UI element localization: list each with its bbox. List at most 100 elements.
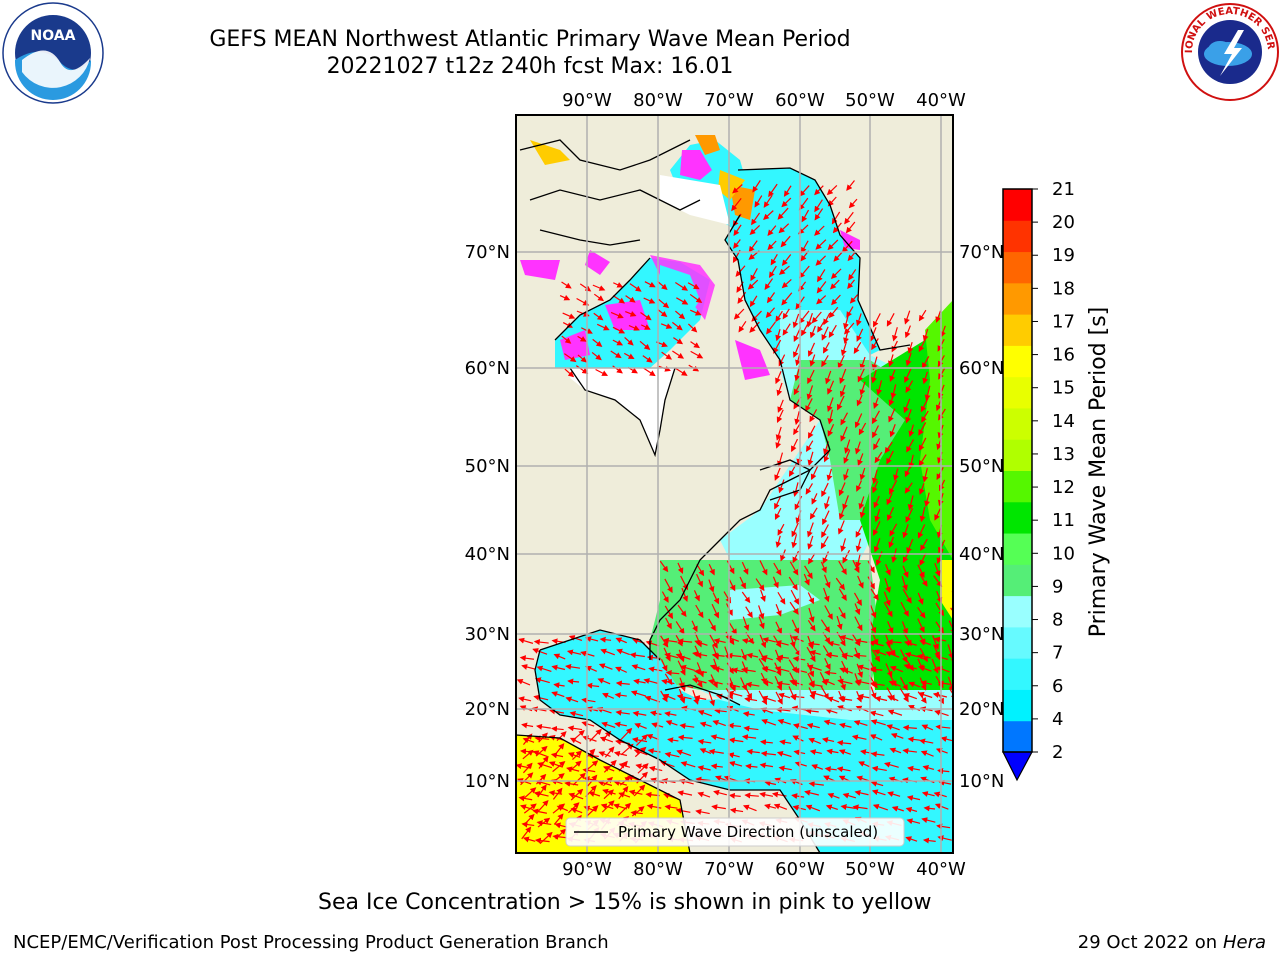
wave-arrow [854, 441, 861, 455]
wave-arrow [629, 283, 642, 292]
wave-arrow [907, 736, 920, 743]
wave-arrow [891, 805, 904, 812]
wave-arrow [872, 425, 879, 439]
wave-arrow [919, 677, 927, 691]
wave-arrow [764, 278, 774, 290]
colorbar: 2 4 6 7 8 9 10 11 12 13 14 15 16 17 18 19 20 21 Primary W… [1002, 179, 1111, 782]
wave-arrow [918, 437, 927, 452]
wave-arrow [934, 803, 949, 810]
wave-arrow [823, 574, 831, 589]
wave-arrow [873, 649, 887, 656]
wave-arrow [783, 185, 792, 197]
wave-arrow [589, 728, 602, 742]
wave-arrow [561, 335, 572, 344]
wave-arrow [582, 735, 597, 742]
wave-arrow [807, 522, 814, 538]
wave-arrow [691, 677, 707, 684]
chart-subtitle: 20221027 t12z 240h fcst Max: 16.01 [326, 54, 734, 79]
colorbar-tick-label: 7 [1052, 643, 1063, 664]
wave-arrow [673, 337, 684, 345]
wave-arrow [633, 784, 646, 797]
wave-arrow [903, 693, 918, 700]
wave-arrow [856, 480, 863, 492]
wave-arrow [553, 813, 564, 825]
wave-arrow [921, 356, 930, 369]
lat-label: 70°N [959, 242, 1004, 263]
wave-arrow [550, 752, 564, 759]
wave-arrow [872, 480, 879, 494]
wave-arrow [820, 536, 829, 550]
wave-arrow [890, 732, 904, 739]
wave-arrow [565, 696, 579, 703]
wave-arrow [805, 483, 813, 495]
wave-arrow [745, 687, 752, 700]
wave-arrow [782, 308, 790, 320]
lat-label: 30°N [959, 624, 1004, 645]
colorbar-tick-label: 10 [1052, 543, 1075, 564]
colorbar-segment [1003, 626, 1032, 659]
wave-arrow [853, 592, 862, 606]
wave-arrow [714, 707, 727, 714]
wave-arrow [837, 355, 845, 369]
wave-arrow [887, 621, 894, 634]
wave-arrow [678, 649, 685, 663]
wave-arrow [582, 767, 596, 774]
wave-arrow [585, 636, 599, 643]
wave-arrow [697, 738, 712, 745]
wave-arrow [856, 663, 863, 679]
wave-arrow [729, 807, 744, 814]
wave-arrow [823, 775, 836, 782]
wave-arrow [775, 426, 782, 441]
wave-arrow [613, 282, 624, 288]
lon-label: 90°W [562, 90, 612, 111]
wave-arrow [905, 507, 914, 523]
colorbar-segment [1003, 689, 1032, 722]
wave-arrow [773, 635, 782, 648]
wave-arrow [856, 394, 863, 407]
wave-arrow [791, 522, 799, 538]
wave-arrow [806, 385, 814, 401]
wave-arrow [805, 398, 813, 412]
wave-arrow [665, 669, 680, 676]
wave-arrow [917, 592, 924, 605]
wave-arrow [742, 804, 757, 812]
wave-arrow [791, 438, 799, 453]
wave-arrow [842, 549, 851, 564]
colorbar-segment [1003, 720, 1032, 753]
colorbar-segment [1003, 407, 1032, 440]
wave-arrow [920, 750, 934, 757]
wave-arrow [696, 563, 705, 577]
wave-arrow [889, 523, 898, 537]
wave-arrow [742, 616, 750, 632]
wave-arrow [690, 350, 704, 359]
wave-arrow [755, 578, 765, 592]
wave-arrow [816, 295, 827, 305]
wave-arrow [708, 748, 724, 755]
wave-arrow [804, 565, 813, 580]
lon-label: 60°W [775, 90, 825, 111]
wave-arrow [830, 279, 840, 290]
wave-arrow [677, 790, 693, 797]
wave-arrow [776, 409, 784, 423]
wave-arrow [752, 180, 761, 193]
wave-arrow [853, 342, 862, 354]
wave-arrow [676, 749, 692, 757]
wave-arrow [630, 809, 643, 816]
wave-arrow [695, 808, 710, 815]
lat-labels-left: 70°N 60°N 50°N 40°N 30°N 20°N 10°N [465, 242, 510, 792]
wave-arrow [820, 561, 827, 574]
wave-arrow [889, 480, 898, 495]
wave-arrow [836, 766, 851, 773]
wave-arrow [842, 792, 857, 799]
wave-arrow [778, 354, 786, 367]
wave-arrow [710, 674, 718, 689]
wave-arrow [774, 649, 782, 663]
wave-arrow [741, 591, 751, 604]
wave-arrow [614, 721, 627, 728]
wave-arrow [569, 710, 584, 717]
wave-arrow [870, 588, 879, 601]
wave-arrow [708, 618, 716, 632]
wave-arrow [809, 325, 816, 339]
wave-arrow [729, 677, 736, 692]
wave-arrow [664, 711, 677, 717]
